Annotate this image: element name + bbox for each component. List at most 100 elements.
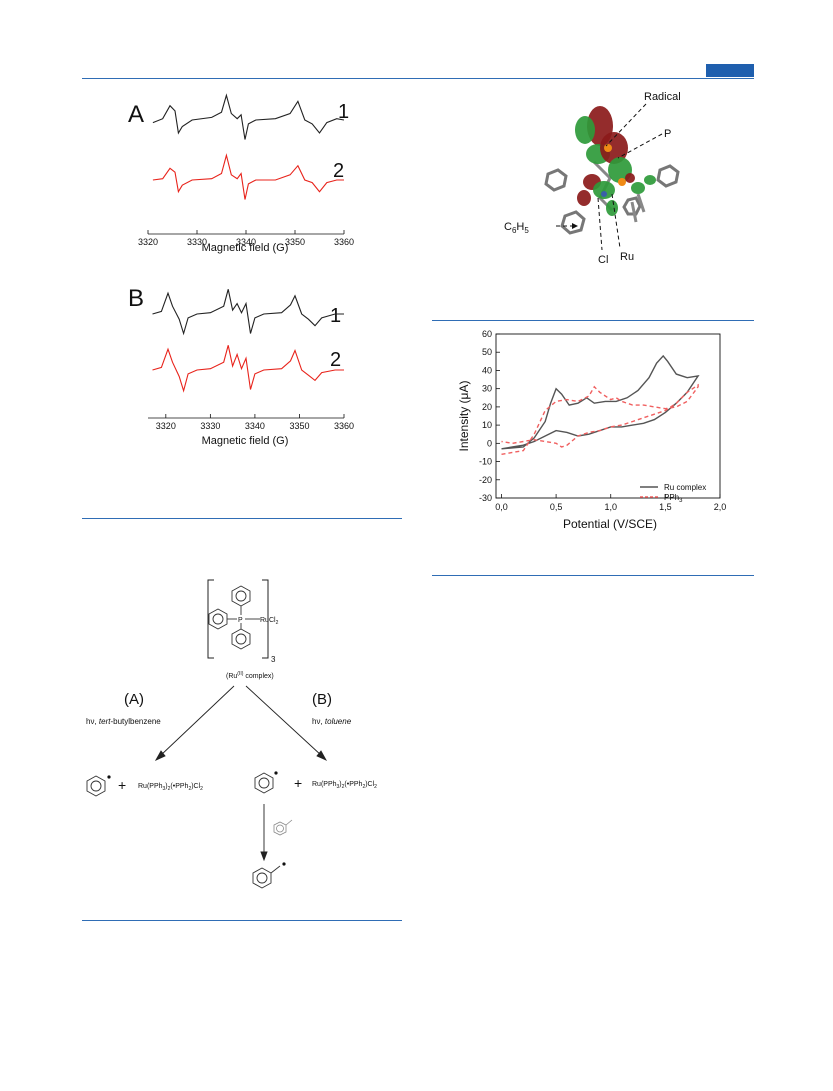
x-tick-label: 3360: [334, 237, 354, 247]
orbital-lobe: [606, 200, 618, 216]
label-radical: Radical: [644, 91, 681, 103]
phenyl-ring-left: [544, 164, 680, 235]
orbital-lobe: [600, 132, 628, 164]
panel-a-trace-2-label: 2: [333, 160, 344, 182]
panel-a-x-axis-label: Magnetic field (G): [202, 242, 289, 254]
cv-series-pph3: [501, 383, 699, 455]
rule-left-1: [82, 518, 402, 519]
header-tab: [706, 64, 754, 77]
cv-x-axis-label: Potential (V/SCE): [563, 517, 657, 531]
panel-b-label: B: [128, 285, 144, 312]
orbital-lobe: [577, 190, 591, 206]
y-tick-label: 40: [482, 365, 492, 375]
label-ru: Ru: [620, 251, 634, 263]
panel-a-label: A: [128, 101, 144, 128]
phenyl-radical-b: [254, 772, 274, 794]
cv-legend: Ru complex PPh3: [640, 483, 706, 504]
reaction-arrows: [154, 685, 328, 862]
plus-a: +: [118, 777, 126, 793]
legend-label-pph3: PPh3: [664, 493, 683, 504]
epr-trace-2: [152, 153, 344, 200]
triphenylphosphine: [208, 585, 260, 650]
x-tick-label: 1,0: [604, 502, 617, 512]
rule-right-2: [432, 575, 754, 576]
leader-lines: [556, 103, 663, 251]
x-tick-label: 0,5: [550, 502, 563, 512]
x-tick-label: 3350: [289, 421, 309, 431]
plus-b: +: [294, 775, 302, 791]
legend-label-ru: Ru complex: [664, 483, 706, 492]
cv-series: [501, 354, 700, 455]
cv-y-axis-label: Intensity (μA): [457, 381, 471, 452]
route-b-letter: (B): [312, 691, 332, 708]
x-tick-label: 3320: [138, 237, 158, 247]
radical-dot: [282, 862, 286, 866]
product-a: Ru(PPh3)2(•PPh2)Cl2: [138, 783, 203, 792]
orbital-lobe: [631, 182, 645, 194]
x-tick-label: 3330: [187, 237, 207, 247]
panel-a-plot: [152, 93, 345, 200]
radical-dot: [107, 775, 111, 779]
y-tick-label: 60: [482, 329, 492, 339]
label-p: P: [664, 128, 671, 140]
reaction-scheme: 3 P RuCl2 (Ru(II) complex) (A) hν, tert-…: [86, 579, 377, 889]
x-tick-label: 0,0: [495, 502, 508, 512]
cv-chart: -30 -20 -10 0 10 20 30 40 50 60 0,0 0,5 1,0 1,5 2,0 In…: [457, 329, 727, 531]
radical-dot: [274, 771, 278, 775]
epr-figure: A 1 2 3320 3330 3340 3350 3360 Magnetic fiel…: [128, 93, 354, 447]
dft-orbital-figure: Radical P C6H5 Cl Ru: [504, 91, 681, 266]
x-tick-label: 2,0: [714, 502, 727, 512]
x-tick-label: 3340: [236, 237, 256, 247]
header-rule: [82, 78, 754, 79]
x-tick-label: 1,5: [659, 502, 672, 512]
label-c6h5: C6H5: [504, 221, 529, 235]
panel-b-trace-1-label: 1: [330, 305, 341, 327]
y-tick-label: 30: [482, 384, 492, 394]
x-tick-label: 3330: [200, 421, 220, 431]
route-a-letter: (A): [124, 691, 144, 708]
y-tick-label: 10: [482, 420, 492, 430]
epr-trace-1: [152, 289, 344, 336]
rucl2-label: RuCl2: [260, 617, 279, 626]
toluene-reagent: [273, 819, 293, 836]
rule-right-1: [432, 320, 754, 321]
y-tick-label: -10: [479, 457, 492, 467]
panel-b-trace-2-label: 2: [330, 349, 341, 371]
benzyl-radical: [252, 865, 281, 889]
arrowhead: [572, 223, 578, 229]
y-tick-label: 20: [482, 402, 492, 412]
orbital-lobe: [593, 181, 615, 199]
orbital-lobe: [644, 175, 656, 185]
panel-a-x-axis: 3320 3330 3340 3350 3360: [138, 230, 354, 247]
orbital-lobe: [625, 173, 635, 183]
panel-b-x-axis: 3320 3330 3340 3350 3360: [148, 414, 354, 431]
route-a-conditions: hν, tert-butylbenzene: [86, 717, 161, 726]
x-tick-label: 3350: [285, 237, 305, 247]
y-tick-label: -20: [479, 475, 492, 485]
x-tick-label: 3360: [334, 421, 354, 431]
orbital-lobe: [575, 116, 595, 144]
atom-ru: [601, 191, 607, 197]
y-tick-label: 50: [482, 347, 492, 357]
atom-p: [618, 178, 626, 186]
cv-frame: [495, 333, 721, 499]
panel-b-plot: [152, 289, 344, 393]
complex-brackets: [207, 579, 269, 659]
panel-b-x-axis-label: Magnetic field (G): [202, 435, 289, 447]
epr-trace-1: [152, 93, 345, 140]
atom-p: [604, 144, 612, 152]
y-tick-label: 0: [487, 438, 492, 448]
cv-series-ru-complex: [501, 354, 700, 450]
bracket-subscript: 3: [271, 655, 276, 664]
plot-frame: [495, 333, 721, 499]
product-b: Ru(PPh3)2(•PPh2)Cl2: [312, 781, 377, 790]
x-tick-label: 3340: [245, 421, 265, 431]
route-b-conditions: hν, toluene: [312, 717, 352, 726]
p-atom: P: [238, 617, 243, 624]
y-tick-label: -30: [479, 493, 492, 503]
phenyl-radical-a: [86, 775, 106, 797]
panel-a-trace-1-label: 1: [338, 101, 349, 123]
label-cl: Cl: [598, 254, 608, 266]
epr-trace-2: [152, 345, 344, 393]
rule-left-2: [82, 920, 402, 921]
